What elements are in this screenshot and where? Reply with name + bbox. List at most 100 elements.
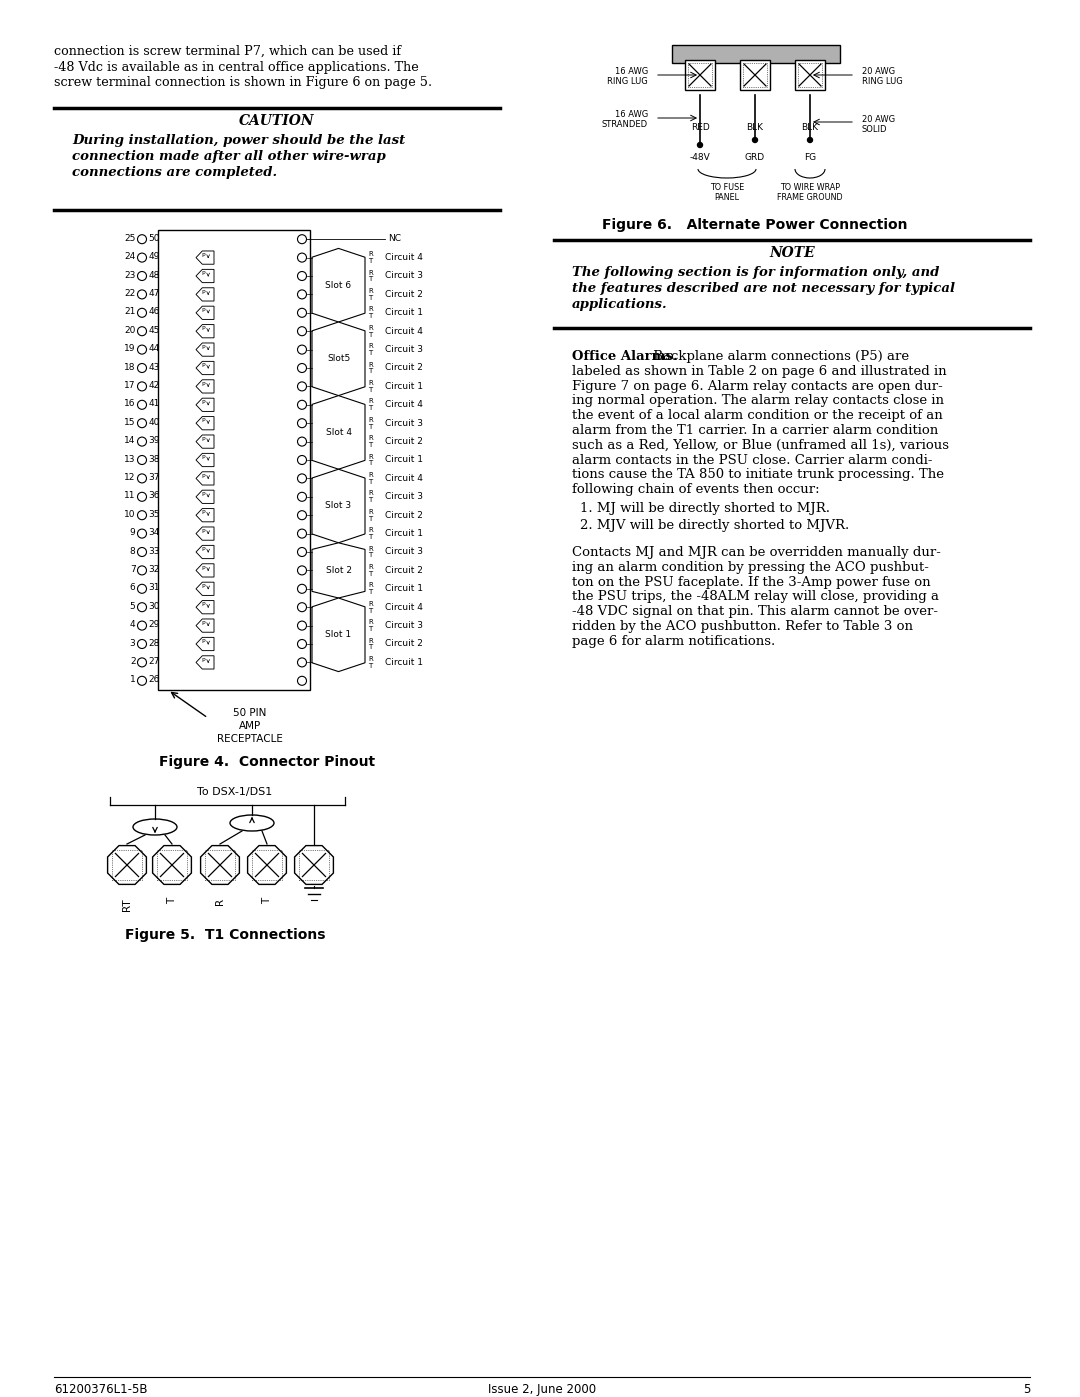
Polygon shape — [152, 845, 191, 884]
Text: Circuit 2: Circuit 2 — [384, 511, 423, 520]
Polygon shape — [195, 362, 214, 374]
Text: 21: 21 — [124, 307, 135, 316]
Text: R: R — [368, 472, 373, 478]
Bar — [798, 63, 822, 87]
Text: T: T — [368, 258, 373, 264]
Text: 36: 36 — [149, 492, 160, 500]
Bar — [743, 63, 767, 87]
Polygon shape — [295, 845, 334, 884]
Polygon shape — [312, 543, 365, 598]
Text: Issue 2, June 2000: Issue 2, June 2000 — [488, 1383, 596, 1396]
Text: T: T — [262, 898, 272, 904]
Text: 61200376L1-5B: 61200376L1-5B — [54, 1383, 148, 1396]
Text: following chain of events then occur:: following chain of events then occur: — [572, 483, 820, 496]
Text: R: R — [368, 490, 373, 496]
Text: R: R — [368, 288, 373, 295]
Text: RED: RED — [690, 123, 710, 131]
Polygon shape — [312, 598, 365, 672]
Polygon shape — [195, 583, 214, 595]
Circle shape — [808, 137, 812, 142]
Text: TO FUSE
PANEL: TO FUSE PANEL — [710, 183, 744, 203]
Text: P: P — [201, 658, 205, 662]
Text: tions cause the TA 850 to initiate trunk processing. The: tions cause the TA 850 to initiate trunk… — [572, 468, 944, 482]
Polygon shape — [312, 249, 365, 321]
Polygon shape — [312, 395, 365, 469]
Polygon shape — [195, 527, 214, 541]
Text: R: R — [368, 326, 373, 331]
Text: P: P — [201, 529, 205, 534]
Text: 14: 14 — [124, 436, 135, 446]
Text: R: R — [368, 416, 373, 423]
Text: 20: 20 — [124, 326, 135, 335]
Text: Figure 5.  T1 Connections: Figure 5. T1 Connections — [125, 928, 325, 942]
Text: R: R — [368, 619, 373, 626]
Text: R: R — [368, 436, 373, 441]
Text: 38: 38 — [149, 454, 160, 464]
Text: R: R — [368, 583, 373, 588]
Text: R: R — [368, 380, 373, 386]
Text: T: T — [368, 515, 373, 521]
Text: AMP: AMP — [239, 721, 261, 731]
Text: 28: 28 — [149, 638, 160, 647]
Text: T: T — [368, 534, 373, 539]
Text: 9: 9 — [130, 528, 135, 536]
Polygon shape — [195, 398, 214, 412]
Text: R: R — [368, 509, 373, 515]
Text: connection made after all other wire-wrap: connection made after all other wire-wra… — [72, 149, 386, 163]
Polygon shape — [195, 454, 214, 467]
Text: 50 PIN: 50 PIN — [233, 708, 267, 718]
Text: Circuit 3: Circuit 3 — [384, 271, 423, 281]
Text: P: P — [201, 271, 205, 277]
Polygon shape — [195, 380, 214, 393]
Text: 19: 19 — [124, 344, 135, 353]
Text: the event of a local alarm condition or the receipt of an: the event of a local alarm condition or … — [572, 409, 943, 422]
Polygon shape — [195, 545, 214, 559]
Text: P: P — [201, 363, 205, 369]
Text: 6: 6 — [130, 584, 135, 592]
Text: 20 AWG
SOLID: 20 AWG SOLID — [862, 115, 895, 134]
Polygon shape — [195, 306, 214, 320]
Text: the features described are not necessary for typical: the features described are not necessary… — [572, 282, 955, 295]
Text: Circuit 1: Circuit 1 — [384, 584, 423, 594]
Bar — [740, 60, 770, 89]
Text: P: P — [201, 418, 205, 423]
Text: screw terminal connection is shown in Figure 6 on page 5.: screw terminal connection is shown in Fi… — [54, 75, 432, 89]
Text: -48 Vdc is available as in central office applications. The: -48 Vdc is available as in central offic… — [54, 60, 419, 74]
Polygon shape — [312, 321, 365, 395]
Text: Slot 2: Slot 2 — [325, 566, 351, 576]
Polygon shape — [195, 416, 214, 430]
Text: 32: 32 — [149, 564, 160, 574]
Text: Office Alarms.: Office Alarms. — [572, 351, 678, 363]
Text: NC: NC — [388, 233, 401, 243]
Text: Circuit 4: Circuit 4 — [384, 474, 423, 483]
Text: Circuit 3: Circuit 3 — [384, 345, 423, 353]
Text: Circuit 3: Circuit 3 — [384, 419, 423, 427]
Text: Circuit 4: Circuit 4 — [384, 253, 423, 263]
Text: T: T — [368, 662, 373, 669]
Text: 30: 30 — [149, 602, 160, 610]
Polygon shape — [195, 472, 214, 485]
Text: R: R — [368, 546, 373, 552]
Text: R: R — [368, 527, 373, 534]
Text: BLK: BLK — [746, 123, 764, 131]
Text: 48: 48 — [149, 271, 160, 279]
Text: CAUTION: CAUTION — [240, 115, 314, 129]
Polygon shape — [195, 270, 214, 282]
Text: Figure 7 on page 6. Alarm relay contacts are open dur-: Figure 7 on page 6. Alarm relay contacts… — [572, 380, 943, 393]
Text: Circuit 3: Circuit 3 — [384, 548, 423, 556]
Text: 41: 41 — [149, 400, 160, 408]
Text: -48 VDC signal on that pin. This alarm cannot be over-: -48 VDC signal on that pin. This alarm c… — [572, 605, 939, 619]
Text: P: P — [201, 566, 205, 570]
Text: R: R — [368, 344, 373, 349]
Text: alarm contacts in the PSU close. Carrier alarm condi-: alarm contacts in the PSU close. Carrier… — [572, 454, 932, 467]
Text: P: P — [201, 437, 205, 441]
Text: Circuit 1: Circuit 1 — [384, 658, 423, 666]
Text: ing normal operation. The alarm relay contacts close in: ing normal operation. The alarm relay co… — [572, 394, 944, 408]
Text: T: T — [368, 423, 373, 429]
Text: -48V: -48V — [690, 154, 711, 162]
Text: T: T — [368, 369, 373, 374]
Text: Slot 6: Slot 6 — [325, 281, 352, 289]
Text: To DSX-1/DS1: To DSX-1/DS1 — [198, 787, 272, 798]
Text: 23: 23 — [124, 271, 135, 279]
Text: R: R — [368, 306, 373, 313]
